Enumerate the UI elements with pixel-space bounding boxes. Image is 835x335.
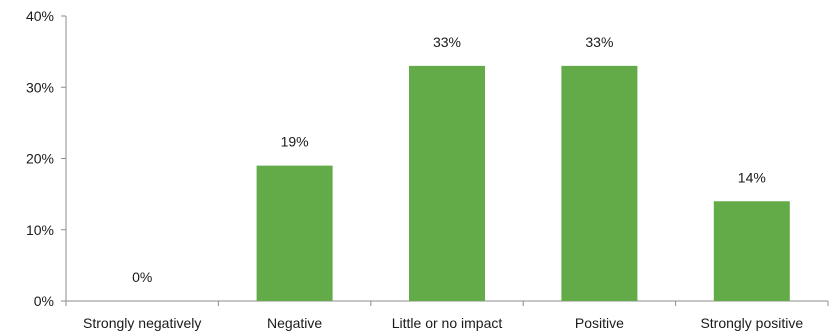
bars: [256, 65, 790, 301]
x-category-label: Strongly positive: [700, 315, 803, 331]
data-label: 14%: [738, 169, 766, 185]
bar: [561, 65, 638, 301]
y-tick-label: 30%: [26, 79, 54, 95]
bar: [409, 65, 485, 301]
data-label: 33%: [433, 34, 461, 50]
x-category-label: Positive: [575, 315, 624, 331]
y-tick-label: 20%: [26, 151, 54, 167]
y-axis-ticks: 0% 10% 20% 30% 40%: [26, 8, 66, 309]
data-labels: 0% 19% 33% 33% 14%: [132, 34, 766, 285]
y-tick-label: 10%: [26, 222, 54, 238]
bar: [713, 201, 790, 301]
y-tick-label: 0%: [34, 293, 54, 309]
bar: [256, 165, 333, 301]
data-label: 0%: [132, 269, 152, 285]
data-label: 19%: [281, 134, 309, 150]
x-category-label: Strongly negatively: [83, 315, 201, 331]
x-category-label: Negative: [267, 315, 322, 331]
data-label: 33%: [585, 34, 613, 50]
x-category-label: Little or no impact: [392, 315, 503, 331]
x-axis-labels: Strongly negatively Negative Little or no …: [83, 315, 803, 331]
y-tick-label: 40%: [26, 8, 54, 24]
